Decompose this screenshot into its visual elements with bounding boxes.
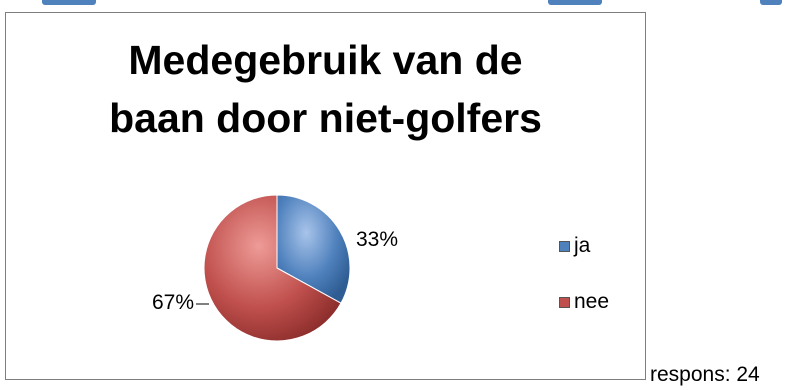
chart-area: Medegebruik van de baan door niet-golfer… <box>5 12 646 380</box>
legend-label-nee: nee <box>574 290 610 313</box>
legend-item-nee: nee <box>559 289 609 315</box>
legend-label-ja: ja <box>574 234 591 257</box>
chart-title-line-1: Medegebruik van de <box>128 37 523 83</box>
data-label-ja: 33% <box>356 228 398 251</box>
response-count-note: respons: 24 <box>650 363 760 386</box>
pie-slice-ja <box>276 194 351 304</box>
pie-slice-nee <box>203 194 342 342</box>
heading-fragment-right <box>548 0 602 5</box>
heading-fragment-left <box>42 0 96 5</box>
heading-fragment-far-right <box>760 0 782 5</box>
chart-title-line-2: baan door niet-golfers <box>109 95 542 141</box>
legend-item-ja: ja <box>559 233 609 259</box>
chart-legend: ja nee <box>559 233 609 345</box>
chart-title: Medegebruik van de baan door niet-golfer… <box>6 31 645 147</box>
pie-chart: 33% 67% <box>152 194 398 342</box>
legend-swatch-nee <box>559 296 570 308</box>
data-label-nee: 67% <box>152 291 194 314</box>
legend-swatch-ja <box>559 240 570 252</box>
